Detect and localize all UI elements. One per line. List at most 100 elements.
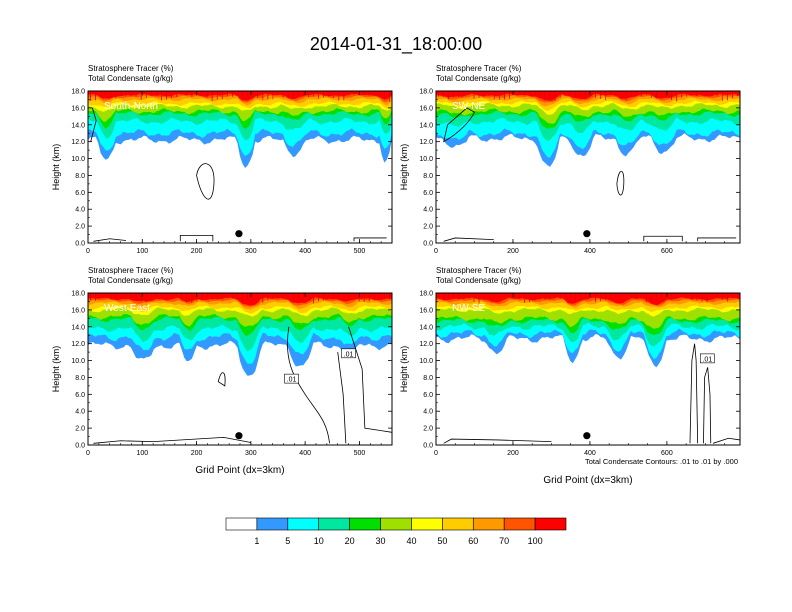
- y-tick-label: 16.0: [71, 307, 85, 314]
- panel-label: South-North: [104, 101, 158, 112]
- condensate-contour: [93, 436, 251, 444]
- y-tick-label: 18.0: [71, 89, 85, 96]
- x-tick-label: 0: [86, 450, 90, 457]
- legend-swatch: [534, 517, 567, 531]
- panel-title-line2: Total Condensate (g/kg): [88, 74, 173, 83]
- y-tick-label: 8.0: [75, 375, 85, 382]
- panel-title-line2: Total Condensate (g/kg): [436, 74, 521, 83]
- legend-label: 5: [285, 536, 290, 546]
- color-legend: 1 5 10 20 30 40 50 60 70 100: [225, 517, 567, 546]
- location-marker: [583, 432, 591, 440]
- y-tick-label: 2.0: [423, 224, 433, 231]
- y-tick-label: 14.0: [71, 122, 85, 129]
- y-tick-label: 4.0: [75, 207, 85, 214]
- condensate-contour: [348, 326, 392, 433]
- panel-title-line1: Stratosphere Tracer (%): [436, 266, 522, 275]
- y-tick-label: 2.0: [423, 426, 433, 433]
- y-tick-label: 16.0: [419, 307, 433, 314]
- x-tick-label: 600: [661, 450, 673, 457]
- plot-area: [436, 91, 740, 243]
- contour-label: .01: [702, 356, 712, 363]
- y-axis-label: Height (km): [51, 144, 61, 191]
- panel-title-line1: Stratosphere Tracer (%): [88, 64, 174, 73]
- legend-label: 40: [406, 536, 416, 546]
- legend-swatch: [503, 517, 536, 531]
- y-tick-label: 8.0: [423, 173, 433, 180]
- y-tick-label: 8.0: [423, 375, 433, 382]
- condensate-contour: [443, 438, 552, 444]
- x-tick-label: 400: [584, 248, 596, 255]
- y-tick-label: 14.0: [419, 122, 433, 129]
- y-tick-label: 10.0: [71, 156, 85, 163]
- condensate-contour: [712, 437, 740, 444]
- y-tick-label: 0.0: [75, 241, 85, 248]
- x-tick-label: 0: [434, 248, 438, 255]
- panel-south-north: South-North Stratosphere Tracer (%)Total …: [51, 64, 393, 255]
- x-tick-label: 200: [191, 450, 203, 457]
- location-marker: [235, 230, 243, 238]
- y-tick-label: 12.0: [419, 341, 433, 348]
- panel-sw-ne: SW-NE Stratosphere Tracer (%)Total Conden…: [399, 64, 741, 255]
- y-tick-label: 6.0: [423, 392, 433, 399]
- condensate-contour: [337, 352, 347, 444]
- y-tick-label: 16.0: [419, 105, 433, 112]
- x-tick-label: 300: [245, 450, 257, 457]
- contour-label: .01: [344, 351, 354, 358]
- x-axis-label: Grid Point (dx=3km): [543, 475, 632, 486]
- tracer-band-10: [436, 293, 740, 306]
- condensate-contour: [287, 326, 330, 444]
- legend-label: 20: [345, 536, 355, 546]
- y-tick-label: 0.0: [75, 443, 85, 450]
- condensate-contour: [90, 107, 97, 142]
- panel-label: NW-SE: [452, 303, 485, 314]
- panel-title-line1: Stratosphere Tracer (%): [436, 64, 522, 73]
- y-tick-label: 6.0: [423, 190, 433, 197]
- figure-title: 2014-01-31_18:00:00: [310, 34, 482, 55]
- y-tick-label: 6.0: [75, 190, 85, 197]
- x-tick-label: 400: [299, 248, 311, 255]
- y-tick-label: 10.0: [419, 358, 433, 365]
- legend-swatch: [472, 517, 505, 531]
- legend-swatch: [442, 517, 474, 531]
- y-tick-label: 18.0: [419, 291, 433, 298]
- legend-swatch: [318, 517, 350, 531]
- y-tick-label: 0.0: [423, 443, 433, 450]
- y-tick-label: 14.0: [419, 324, 433, 331]
- x-tick-label: 600: [661, 248, 673, 255]
- panel-title-line2: Total Condensate (g/kg): [436, 276, 521, 285]
- panel-label: West-East: [104, 303, 150, 314]
- contour-label-box: [341, 348, 356, 359]
- y-tick-label: 12.0: [71, 341, 85, 348]
- contour-label: .01: [287, 377, 297, 384]
- y-tick-label: 6.0: [75, 392, 85, 399]
- legend-swatch: [349, 517, 381, 531]
- panel-title-line1: Stratosphere Tracer (%): [88, 266, 174, 275]
- y-axis-label: Height (km): [51, 346, 61, 393]
- y-tick-label: 18.0: [419, 89, 433, 96]
- condensate-contour: [697, 237, 737, 242]
- legend-label: 60: [468, 536, 478, 546]
- x-tick-label: 0: [434, 450, 438, 457]
- tracer-band-10: [88, 91, 392, 101]
- y-tick-label: 12.0: [71, 139, 85, 146]
- location-marker: [235, 432, 243, 440]
- legend-swatch: [256, 517, 289, 531]
- x-tick-label: 200: [507, 248, 519, 255]
- y-tick-label: 16.0: [71, 105, 85, 112]
- y-tick-label: 4.0: [75, 409, 85, 416]
- y-axis-label: Height (km): [399, 144, 409, 191]
- contour-footnote: Total Condensate Contours: .01 to .01 by…: [585, 457, 738, 466]
- location-marker: [583, 230, 591, 238]
- contour-label-box: [699, 353, 715, 364]
- legend-label: 1: [254, 536, 259, 546]
- x-tick-label: 500: [354, 450, 366, 457]
- panel-label: SW-NE: [452, 101, 485, 112]
- y-tick-label: 4.0: [423, 207, 433, 214]
- x-tick-label: 200: [191, 248, 203, 255]
- x-tick-label: 100: [136, 248, 148, 255]
- condensate-contour: [353, 237, 387, 242]
- condensate-contour: [643, 235, 683, 242]
